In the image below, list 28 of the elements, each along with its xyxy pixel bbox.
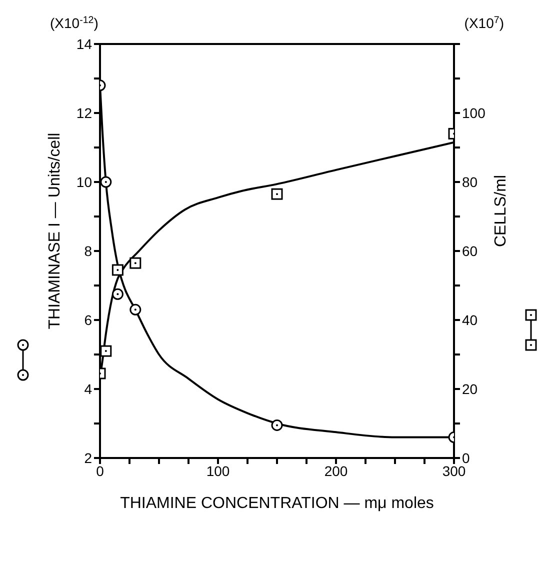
y2-axis-title: CELLS/ml [492,174,510,248]
point [271,419,283,431]
y-tick-label: 6 [84,312,92,328]
y-axis-title: THIAMINASE I — Units/cell [46,132,64,330]
point [100,176,112,188]
text: (X10$^{7}$) [464,14,504,31]
point [271,188,283,200]
y-tick-label: 2 [84,450,92,466]
point [112,288,124,300]
x-tick-label: 100 [206,462,230,479]
point [100,345,112,357]
point [130,257,142,269]
y2-tick-label: 40 [462,312,478,328]
y-tick-label: 14 [76,36,92,52]
x-axis-title: THIAMINE CONCENTRATION — mμ moles [120,495,434,512]
text: (X10$^{-12}$) [50,14,98,31]
y-tick-label: 12 [76,104,92,121]
y2-tick-label: 20 [462,380,478,397]
y2-tick-label: 60 [462,242,478,259]
y-tick-label: 10 [76,174,92,190]
x-tick-label: 0 [96,462,104,479]
y2-tick-label: 100 [462,104,486,121]
y-tick-label: 4 [84,380,92,397]
point [130,304,142,316]
y-tick-label: 8 [84,242,92,259]
y2-tick-label: 80 [462,174,478,190]
point [112,264,124,276]
x-tick-label: 200 [324,462,348,479]
